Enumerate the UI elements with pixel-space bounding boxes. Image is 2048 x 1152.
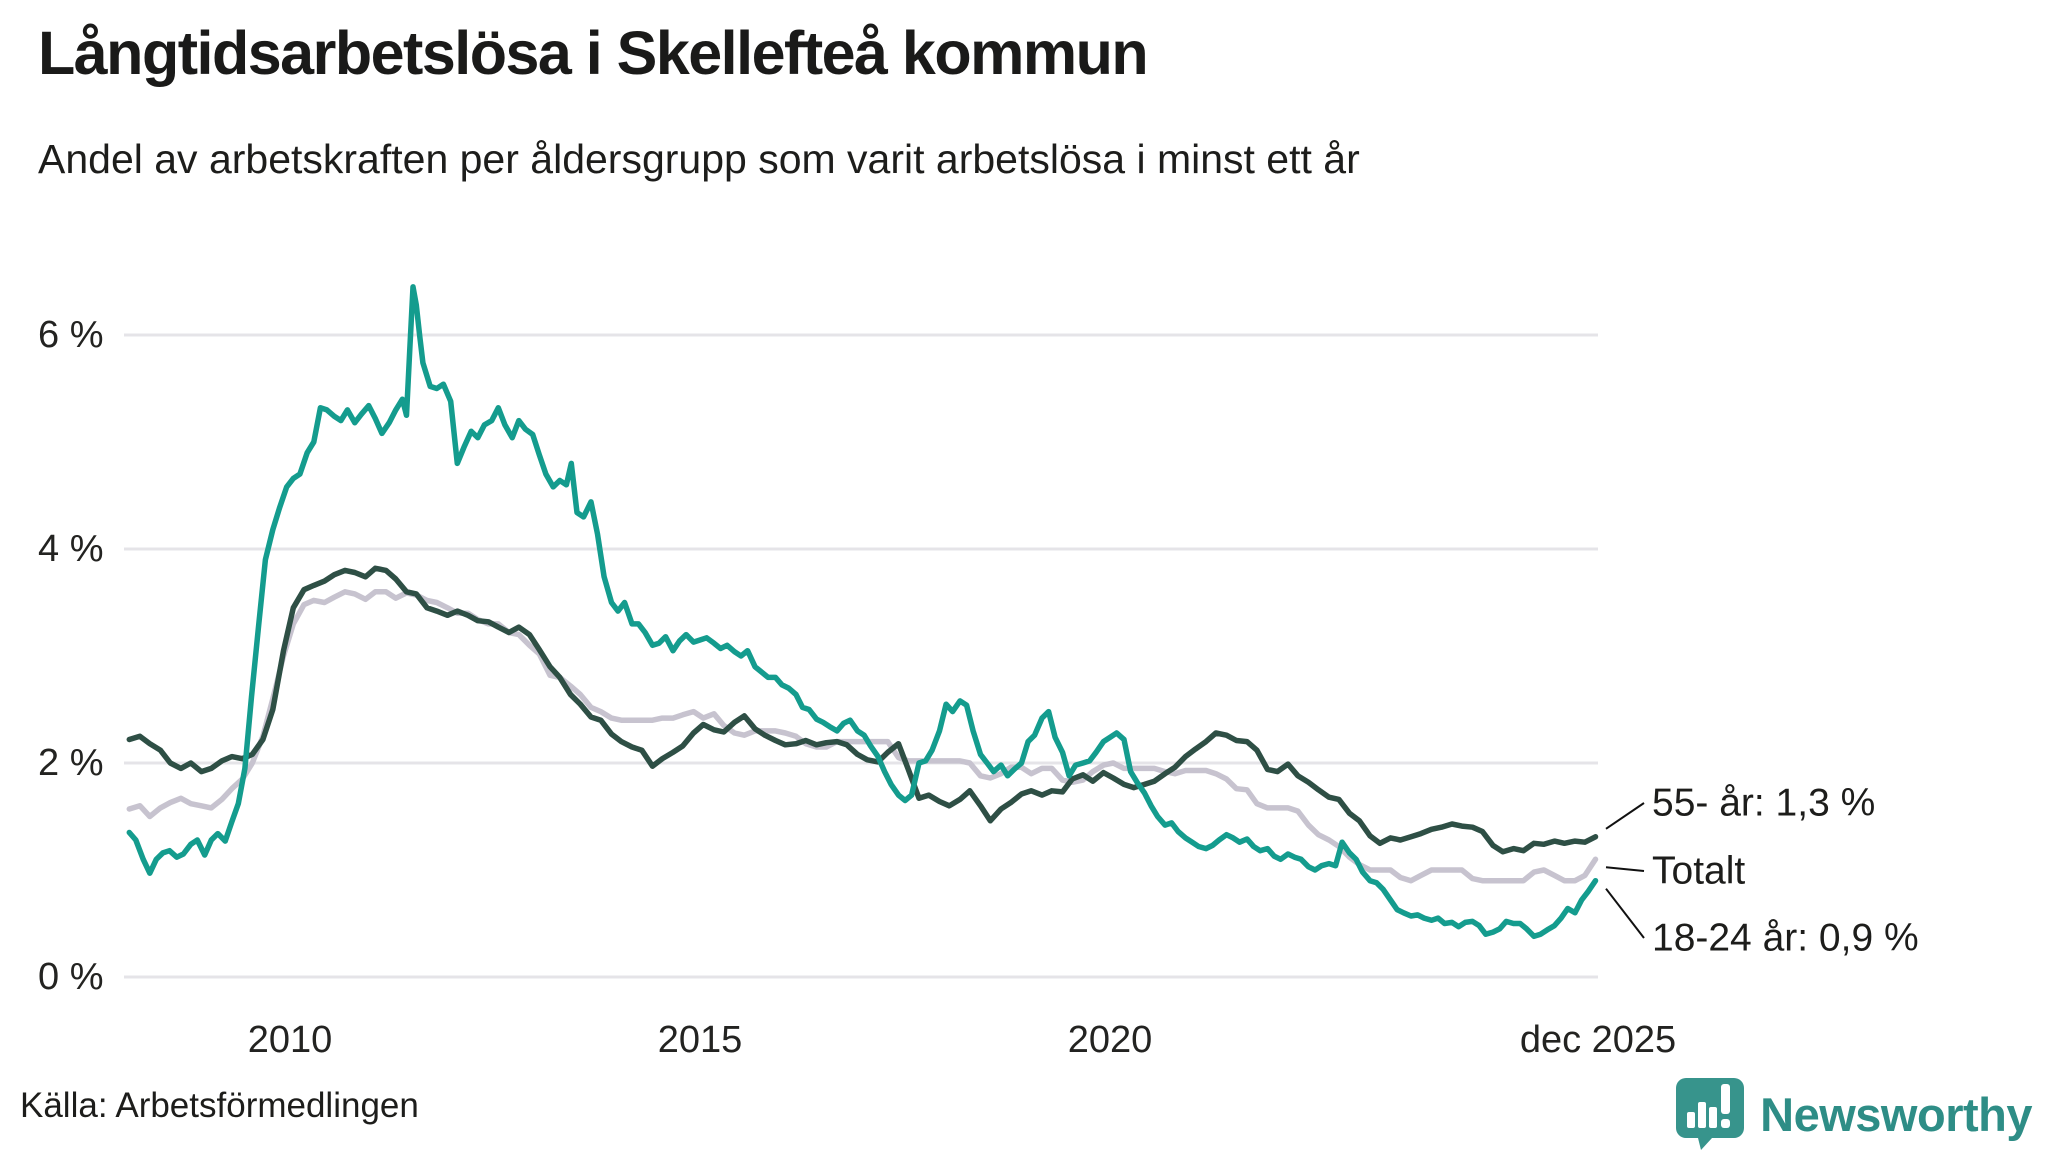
series-line-55-r <box>126 565 1599 855</box>
label-connector <box>1605 888 1645 939</box>
label-connector <box>1605 802 1645 830</box>
series-end-label-totalt: Totalt <box>1652 850 1745 893</box>
newsworthy-logo: Newsworthy <box>1674 1076 2032 1152</box>
logo-exclamation-dot <box>1721 1119 1731 1128</box>
chart-subtitle: Andel av arbetskraften per åldersgrupp s… <box>38 136 1360 182</box>
y-tick-label: 4 % <box>38 528 103 570</box>
series-line-18-24-r <box>126 284 1599 940</box>
y-tick-label: 6 % <box>38 314 103 356</box>
page-title: Långtidsarbetslösa i Skellefteå kommun <box>38 19 1149 87</box>
series-end-label-18-24-r: 18-24 år: 0,9 % <box>1652 917 1919 960</box>
label-connector <box>1605 866 1645 872</box>
logo-bar-3 <box>1709 1107 1718 1128</box>
y-tick-label: 0 % <box>38 956 103 998</box>
y-tick-label: 2 % <box>38 742 103 784</box>
x-tick-label: 2015 <box>658 1019 743 1061</box>
x-tick-label: dec 2025 <box>1520 1019 1676 1061</box>
logo-bar-1 <box>1687 1112 1696 1128</box>
newsworthy-logo-icon <box>1676 1078 1745 1150</box>
newsworthy-logo-text: Newsworthy <box>1760 1087 2032 1141</box>
series-line-totalt <box>126 589 1599 884</box>
series-end-label-55-r: 55- år: 1,3 % <box>1652 782 1875 825</box>
logo-bar-2 <box>1698 1102 1707 1128</box>
x-tick-label: 2020 <box>1068 1019 1153 1061</box>
gridlines: 0 % 2 % 4 % 6 % <box>38 314 1598 998</box>
x-tick-label: 2010 <box>248 1019 333 1061</box>
source-attribution: Källa: Arbetsförmedlingen <box>20 1086 419 1125</box>
logo-exclamation-stem <box>1721 1084 1731 1114</box>
